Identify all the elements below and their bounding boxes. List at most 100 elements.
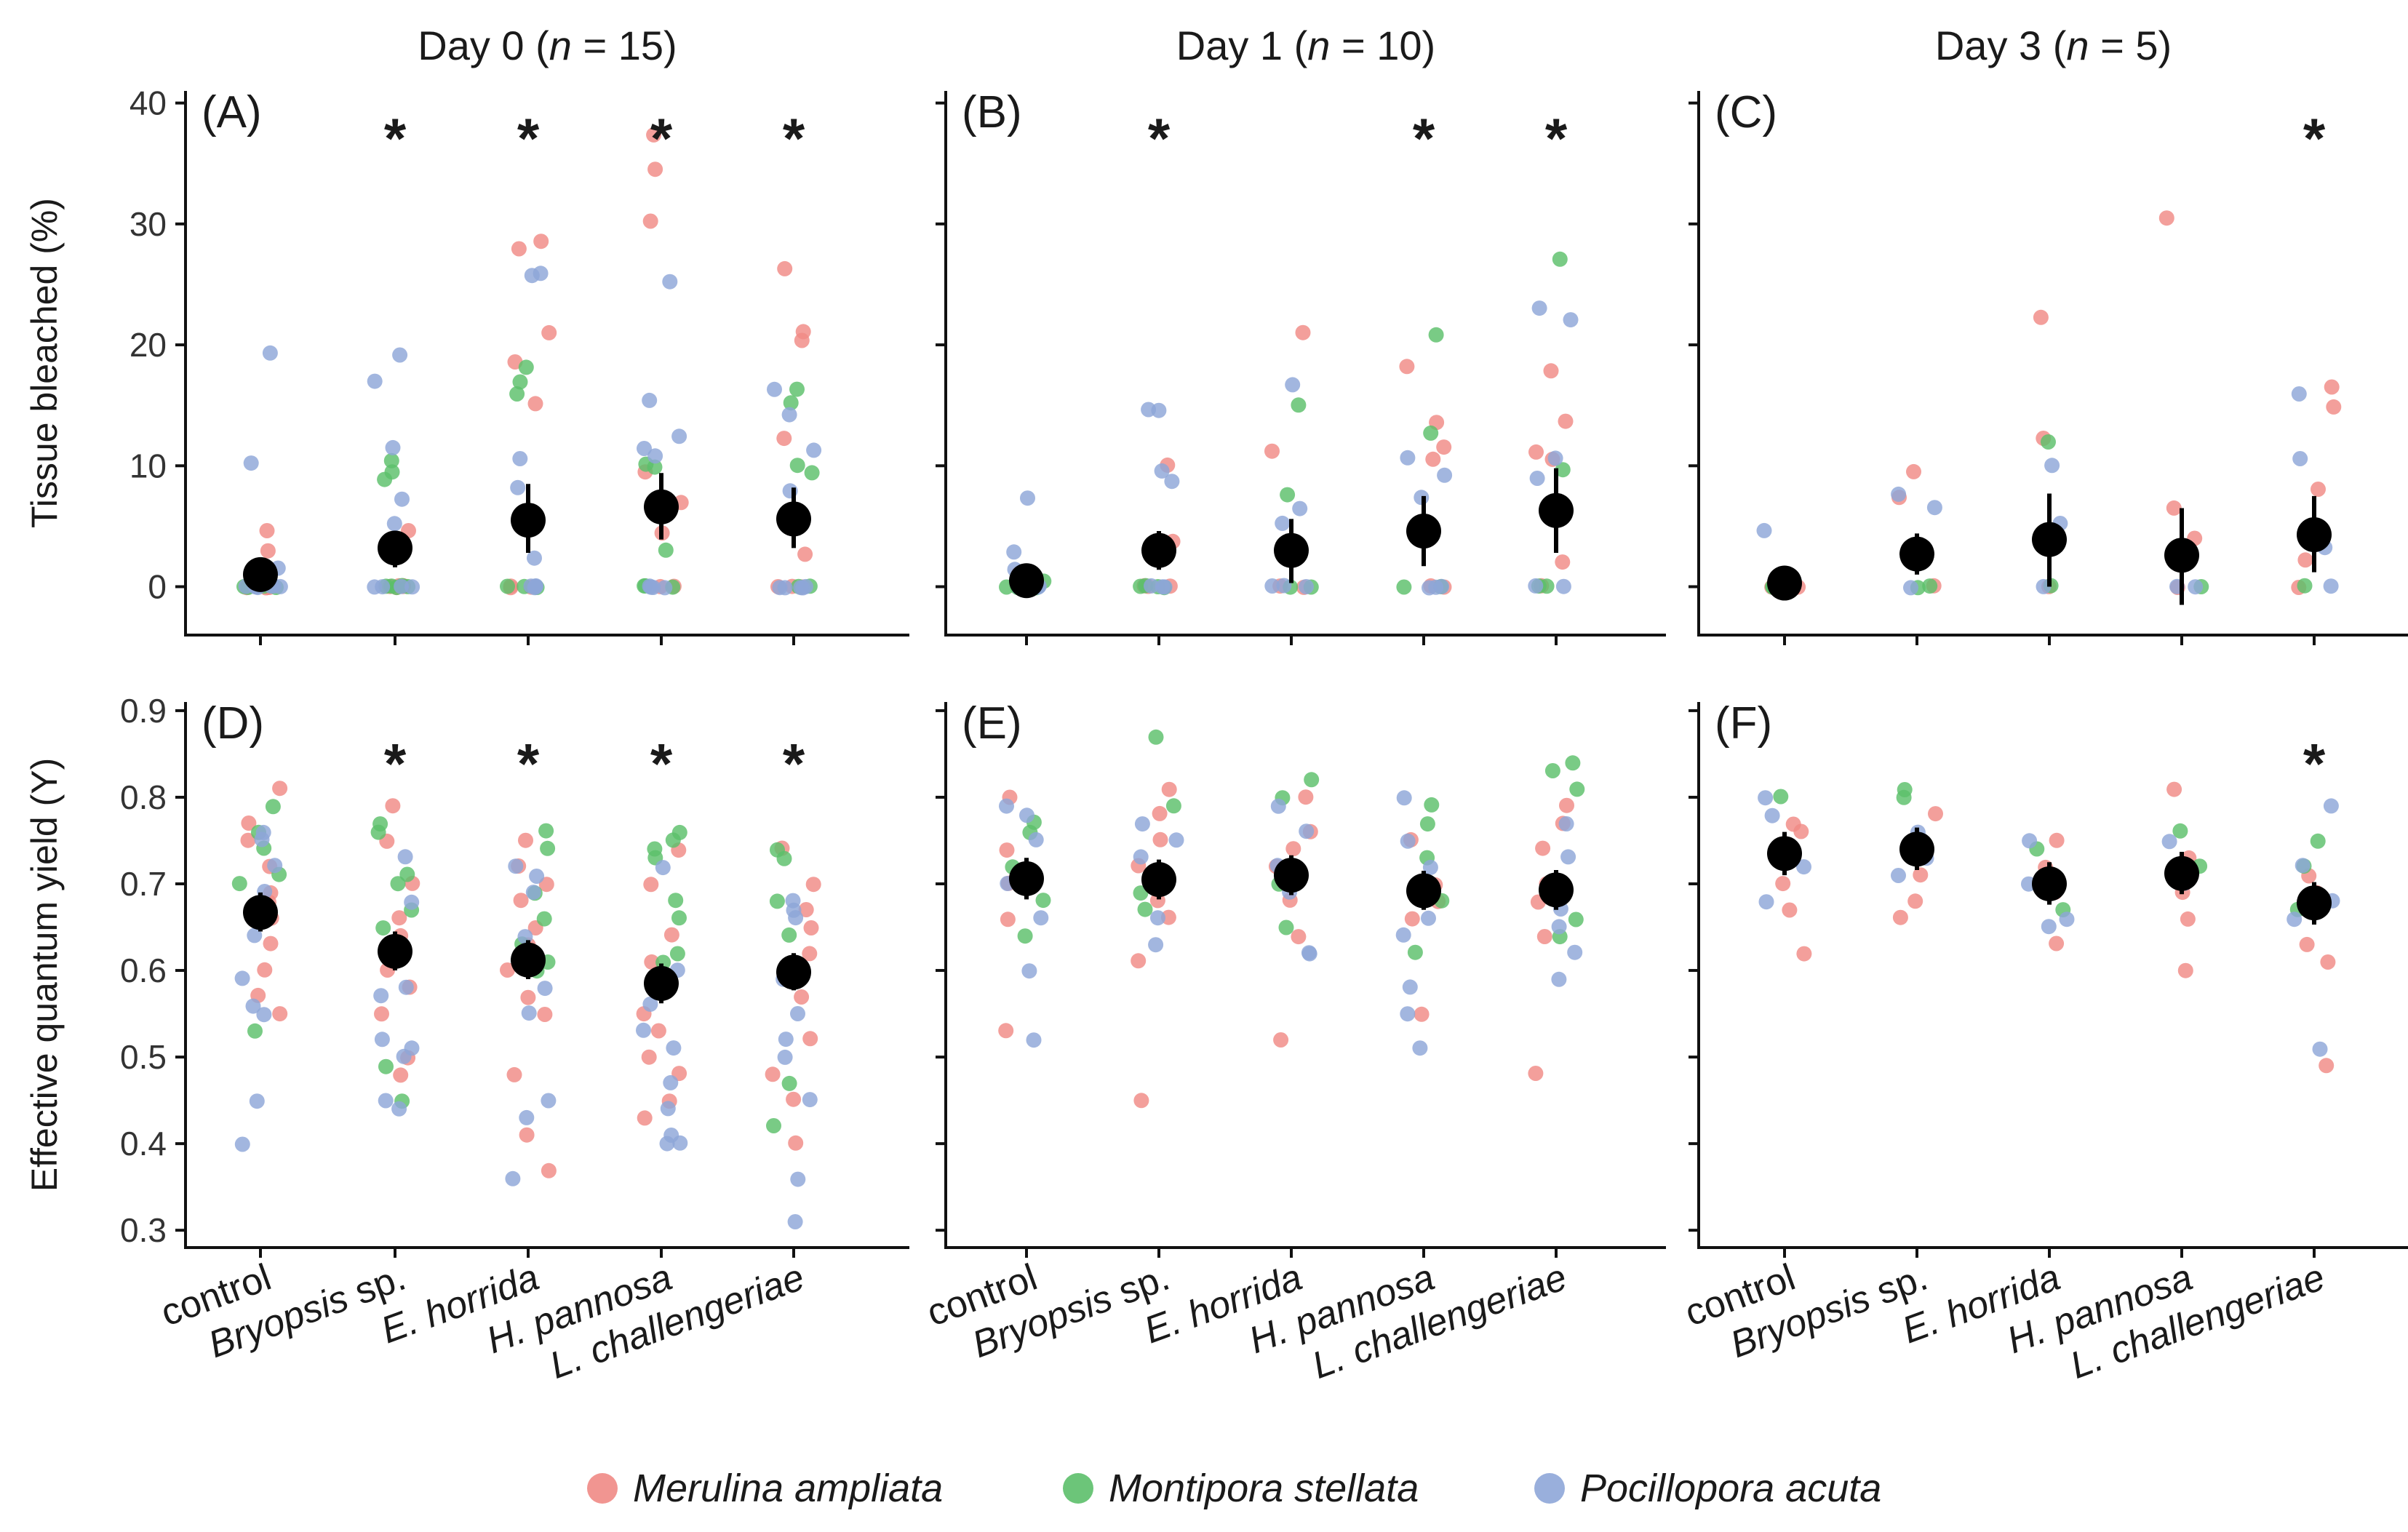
data-point — [637, 441, 652, 456]
panel-E: (E) — [936, 698, 1666, 1258]
y-tick-label: 0 — [148, 568, 167, 606]
data-point — [517, 929, 533, 945]
data-point — [805, 877, 821, 893]
panel-tag: (D) — [202, 698, 264, 749]
y-tick-label: 0.3 — [120, 1211, 167, 1249]
mean-marker — [1539, 492, 1574, 528]
data-point — [2326, 399, 2342, 415]
data-point — [1301, 945, 1317, 961]
data-point — [1559, 797, 1574, 813]
data-point — [662, 274, 678, 290]
mean-marker — [1899, 831, 1934, 867]
mean-marker — [1009, 861, 1044, 896]
data-point — [1906, 463, 1921, 479]
data-point — [2059, 911, 2075, 927]
legend-swatch — [587, 1473, 618, 1504]
significance-star: * — [650, 106, 673, 170]
mean-marker — [644, 489, 679, 524]
data-point — [1414, 490, 1430, 506]
data-point — [1531, 300, 1547, 316]
data-point — [1555, 554, 1571, 570]
data-point — [541, 324, 557, 340]
data-point — [798, 902, 814, 917]
significance-star: * — [2303, 731, 2326, 795]
data-point — [1270, 798, 1286, 814]
data-point — [1137, 901, 1153, 917]
column-title-suffix: = 10) — [1330, 23, 1435, 68]
data-point — [1896, 789, 1912, 805]
data-point — [521, 1005, 537, 1021]
data-point — [636, 1022, 651, 1038]
data-point — [1020, 490, 1035, 506]
data-point — [789, 381, 805, 397]
legend: Merulina ampliata Montipora stellata Pocil… — [587, 1467, 1881, 1510]
data-point — [1395, 927, 1411, 943]
y-tick-label: 40 — [129, 84, 167, 122]
legend-label: Merulina ampliata — [633, 1467, 943, 1510]
data-point — [375, 920, 391, 936]
data-point — [999, 798, 1014, 814]
data-point — [391, 910, 407, 926]
significance-star: * — [783, 106, 805, 170]
data-point — [263, 935, 279, 951]
data-point — [511, 241, 527, 257]
data-point — [2323, 798, 2339, 814]
y-axis-labels: Tissue bleached (%) Effective quantum yie… — [24, 198, 65, 1192]
data-point — [394, 491, 410, 507]
data-point — [671, 910, 687, 926]
mean-marker — [2297, 517, 2332, 553]
data-point — [247, 1023, 263, 1039]
data-point — [254, 831, 270, 847]
data-point — [1278, 919, 1294, 935]
data-point — [509, 386, 525, 402]
data-point — [802, 946, 818, 962]
data-point — [527, 550, 542, 566]
data-point — [2320, 954, 2336, 970]
data-point — [650, 1023, 666, 1039]
data-point — [508, 858, 524, 874]
data-point — [655, 860, 671, 876]
panel-tag: (C) — [1715, 87, 1777, 137]
data-point — [1428, 579, 1444, 595]
data-point — [506, 1066, 522, 1082]
data-point — [399, 866, 415, 882]
data-point — [1419, 816, 1435, 832]
data-point — [657, 580, 673, 596]
data-point — [1926, 500, 1942, 516]
data-point — [1019, 807, 1034, 823]
data-point — [245, 998, 261, 1014]
data-point — [373, 988, 389, 1004]
data-point — [1035, 893, 1051, 909]
legend-item: Montipora stellata — [1063, 1467, 1419, 1510]
data-point — [777, 1049, 793, 1065]
data-point — [790, 1171, 806, 1187]
data-point — [1568, 911, 1584, 927]
data-point — [1133, 1093, 1149, 1109]
data-point — [1928, 806, 1943, 822]
data-point — [2310, 833, 2326, 849]
data-point — [385, 798, 401, 814]
data-point — [1528, 444, 1544, 460]
mean-marker — [511, 942, 546, 978]
data-point — [2049, 832, 2065, 848]
mean-marker — [2297, 885, 2332, 921]
data-point — [1264, 578, 1280, 594]
data-point — [1551, 919, 1567, 935]
data-point — [1150, 910, 1165, 926]
data-point — [1152, 831, 1168, 847]
data-point — [1144, 578, 1159, 594]
data-point — [806, 442, 822, 458]
data-point — [1423, 425, 1439, 441]
mean-marker — [1406, 873, 1441, 909]
mean-marker — [378, 933, 412, 969]
column-titles: Day 0 (n = 15) Day 1 (n = 10) Day 3 (n = 5… — [418, 23, 2172, 68]
data-point — [646, 127, 662, 143]
data-point — [256, 1007, 272, 1023]
data-point — [249, 1093, 265, 1109]
data-point — [1298, 789, 1314, 805]
data-point — [663, 927, 679, 943]
data-point — [1775, 876, 1791, 892]
significance-star: * — [783, 731, 805, 795]
data-point — [642, 213, 658, 229]
data-point — [262, 345, 278, 361]
